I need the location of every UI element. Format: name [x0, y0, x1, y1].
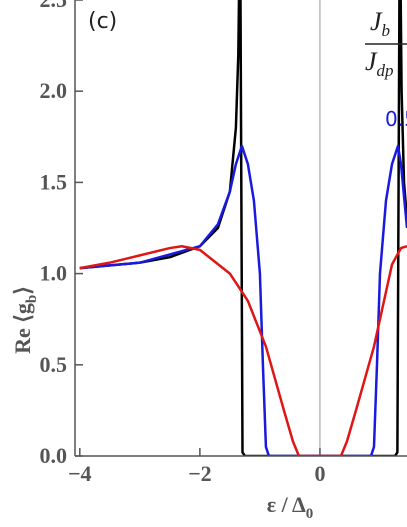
y-axis-label: Re ⟨gb⟩ — [10, 286, 40, 354]
y-label-sub: b — [24, 295, 40, 303]
x-label-main: ε / Δ — [267, 492, 306, 517]
panel-label: (c) — [88, 9, 117, 34]
numerator: J — [370, 7, 383, 36]
y-tick-label: 2.0 — [40, 78, 68, 103]
y-tick-label: 0.0 — [40, 443, 68, 468]
legend-title-numerator: Jb — [370, 7, 390, 40]
y-tick-label: 1.0 — [40, 261, 68, 286]
x-label-sub: 0 — [306, 506, 314, 522]
series-line — [79, 244, 407, 456]
series-line — [79, 144, 407, 456]
y-tick-label: 2.5 — [40, 0, 68, 12]
numerator-sub: b — [382, 21, 391, 40]
y-label-end: ⟩ — [10, 286, 35, 295]
series-line — [79, 0, 407, 456]
y-tick-label: 0.5 — [40, 352, 68, 377]
x-tick-label: −2 — [188, 461, 212, 486]
denominator-sub: dp — [377, 61, 394, 80]
x-tick-label: −4 — [68, 461, 92, 486]
y-tick-label: 1.5 — [40, 169, 68, 194]
plot-area — [79, 0, 407, 456]
denominator: J — [365, 47, 378, 76]
y-label-main: Re ⟨g — [10, 303, 35, 354]
legend-entry: 0.5 — [385, 107, 407, 131]
x-tick-label: 0 — [314, 461, 325, 486]
x-axis-label: ε / Δ0 — [267, 492, 314, 522]
legend-title-denominator: Jdp — [365, 47, 394, 80]
